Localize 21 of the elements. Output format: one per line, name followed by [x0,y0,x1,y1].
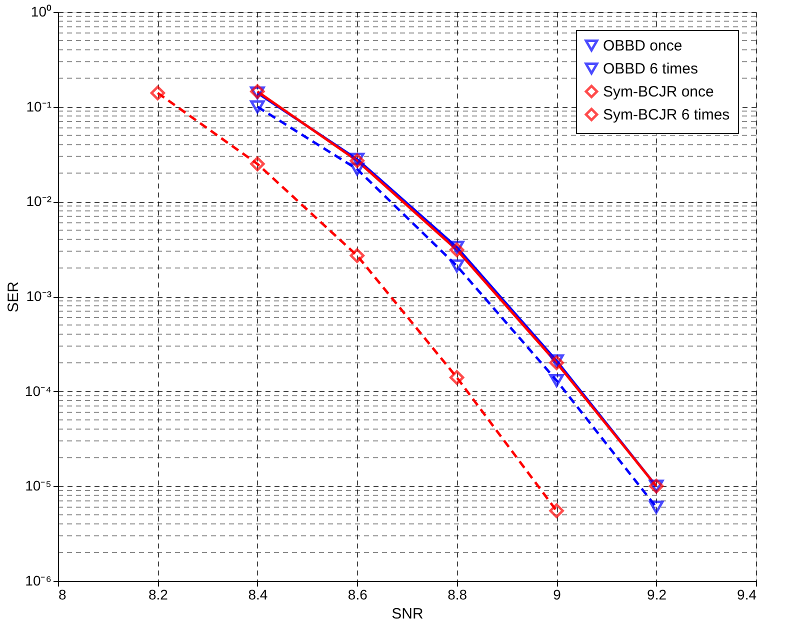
x-tick-label: 9.2 [647,586,667,602]
x-tick-label: 9 [553,586,562,602]
y-tick-label: 10⁻⁴ [24,382,52,399]
y-axis-title: SER [4,281,22,312]
x-axis-title: SNR [392,606,424,622]
x-tick-label: 8.6 [348,586,368,602]
x-tick-label: 9.4 [737,586,757,602]
x-tick-label: 8.2 [148,586,168,602]
legend-label: Sym-BCJR 6 times [603,106,730,124]
y-tick-label: 10⁻³ [26,288,52,304]
y-tick-label: 10⁰ [30,4,52,20]
y-tick-label: 10⁻² [26,193,52,210]
x-tick-label: 8.4 [248,586,268,602]
x-tick-label: 8 [58,586,66,602]
legend-label: Sym-BCJR once [603,84,714,100]
legend-label: OBBD 6 times [603,60,698,78]
legend-label: OBBD once [603,38,682,54]
y-tick-label: 10⁻⁵ [25,478,52,494]
x-tick-label: 8.8 [448,586,468,602]
y-tick-label: 10⁻⁶ [25,572,52,588]
y-tick-label: 10⁻¹ [26,98,52,114]
